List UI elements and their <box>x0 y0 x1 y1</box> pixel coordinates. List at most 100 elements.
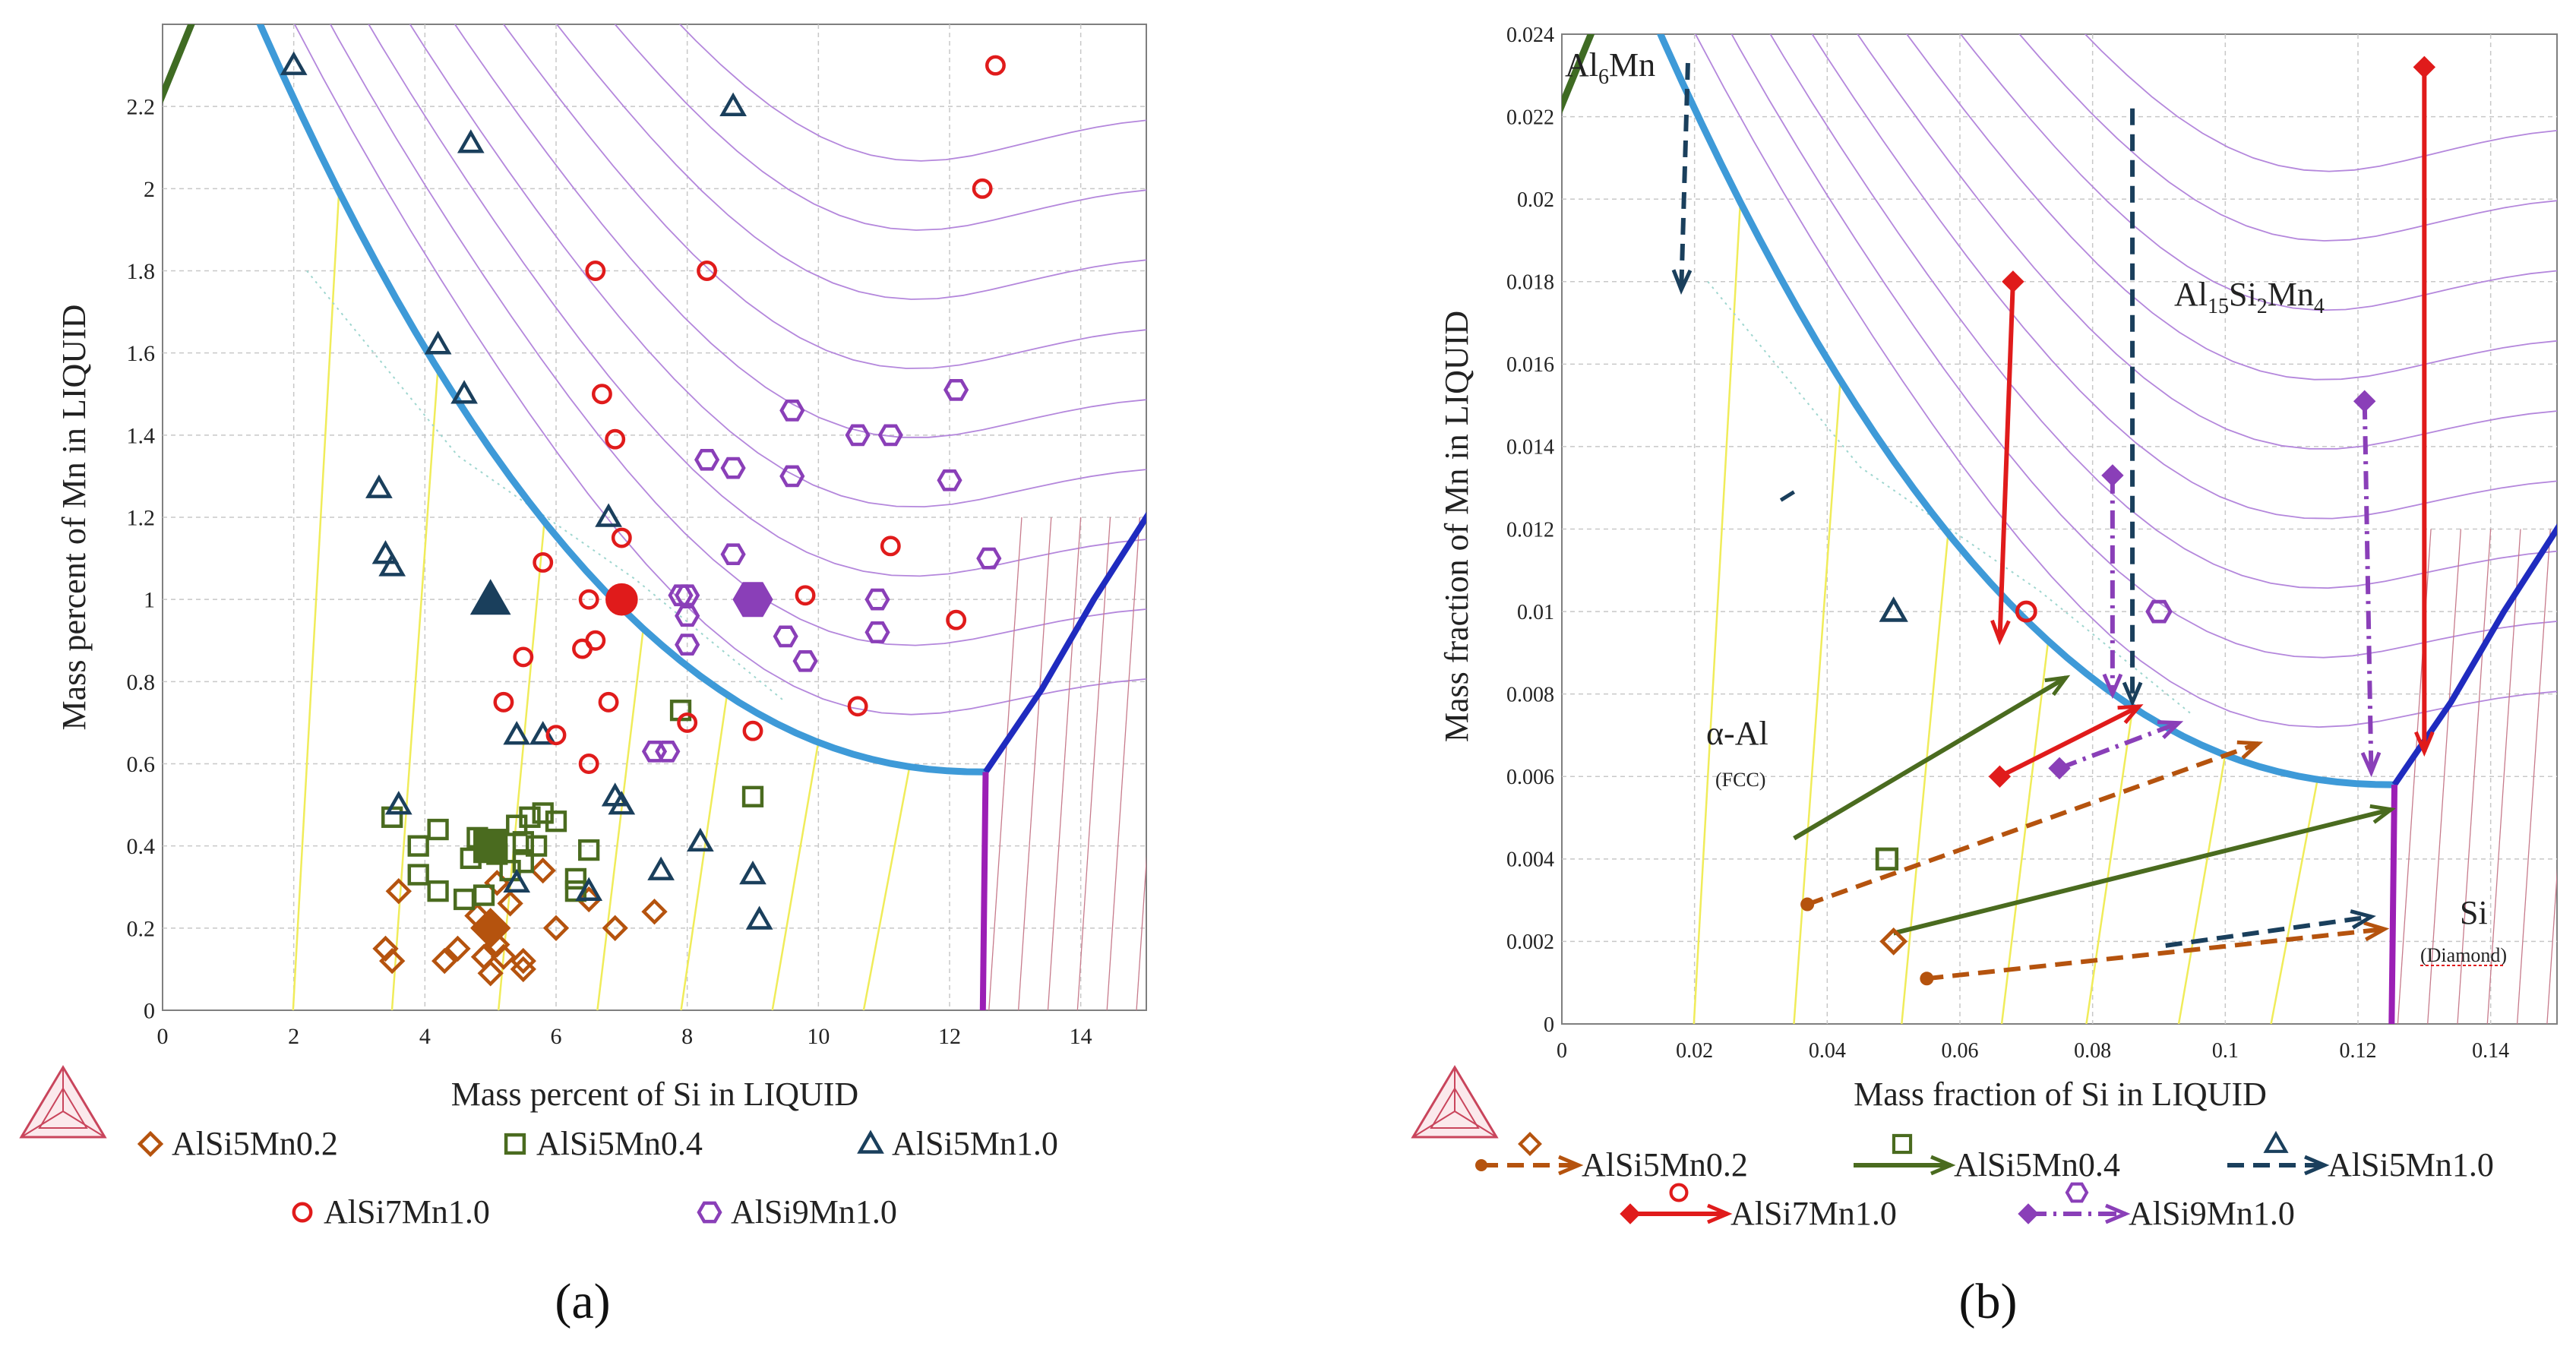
point-AlSi7Mn1.0 <box>985 55 1006 76</box>
si-tie-line <box>1076 517 1111 1010</box>
trajectory-AlSi5Mn0.4 <box>1892 807 2392 936</box>
point-AlSi9Mn1.0 <box>792 649 818 672</box>
point-AlSi7Mn1.0 <box>611 527 632 548</box>
x-tick-label: 0 <box>157 1024 169 1049</box>
y-tick-label: 1.8 <box>127 259 156 284</box>
point-AlSi7Mn1.0 <box>493 691 514 712</box>
point-AlSi5Mn0.4 <box>427 818 449 841</box>
y-ticks-a: 0 0.2 0.4 0.6 0.8 1 1.2 1.4 1.6 1.8 2 2.2 <box>127 95 156 1024</box>
x-axis-label-b: Mass fraction of Si in LIQUID <box>1854 1076 2267 1113</box>
point-AlSi5Mn0.4 <box>407 864 429 886</box>
isopleth-line <box>1811 34 2557 520</box>
point-AlSi5Mn0.4 <box>1875 847 1899 870</box>
legend-arrowhead-AlSi5Mn0.4 <box>1930 1155 1956 1176</box>
legend-arrowhead-AlSi9Mn1.0 <box>2105 1203 2131 1224</box>
arrowhead-AlSi7Mn1.0 <box>1990 619 2011 646</box>
x-ticks-a: 0 2 4 6 8 10 12 14 <box>157 1024 1092 1049</box>
mean-point-AlSi7Mn1.0 <box>605 583 638 616</box>
y-tick-label: 1.4 <box>127 423 156 448</box>
legend-marker-AlSi9Mn1.0 <box>697 1201 722 1224</box>
mean-point-AlSi5Mn0.2 <box>469 908 511 949</box>
tie-line <box>2085 706 2134 1024</box>
arrowhead-AlSi5Mn0.2 <box>2363 921 2390 942</box>
x-tick-label: 0.12 <box>2340 1039 2377 1063</box>
legend-arrowhead-AlSi5Mn0.2 <box>1558 1155 1584 1176</box>
si-tie-line <box>2427 529 2462 1024</box>
thermocalc-logo-icon <box>1411 1065 1499 1139</box>
legend-label: AlSi5Mn0.2 <box>172 1125 338 1162</box>
point-AlSi5Mn0.4 <box>545 810 567 833</box>
legend-marker-AlSi7Mn1.0 <box>1669 1183 1689 1202</box>
panel-b: 0 0.02 0.04 0.06 0.08 0.1 0.12 0.14 0 0.002 0.004… <box>1438 24 2558 1329</box>
legend-marker-AlSi5Mn0.2 <box>137 1130 164 1158</box>
point-AlSi7Mn1.0 <box>578 589 599 610</box>
y-axis-label-a: Mass percent of Mn in LIQUID <box>55 305 93 731</box>
point-AlSi5Mn0.2 <box>477 960 504 987</box>
y-tick-label: 1.6 <box>127 341 156 366</box>
point-AlSi9Mn1.0 <box>675 605 700 627</box>
y-tick-label: 0.02 <box>1517 188 1554 212</box>
point-AlSi5Mn0.2 <box>510 956 536 983</box>
point-AlSi5Mn0.2 <box>542 915 570 941</box>
point-AlSi5Mn0.4 <box>578 839 600 861</box>
point-AlSi9Mn1.0 <box>641 740 668 763</box>
point-AlSi7Mn1.0 <box>946 609 967 630</box>
annotation-fcc: (FCC) <box>1715 769 1765 791</box>
isopleth-line <box>1769 34 2557 589</box>
y-tick-label: 0.024 <box>1506 24 1554 47</box>
si-tie-line <box>2457 529 2492 1024</box>
x-tick-label: 0.14 <box>2472 1039 2509 1063</box>
point-AlSi7Mn1.0 <box>677 712 698 733</box>
y-tick-label: 0.002 <box>1506 931 1554 954</box>
y-tick-label: 0.012 <box>1506 518 1554 542</box>
point-AlSi9Mn1.0 <box>694 448 720 471</box>
y-ticks-b: 0 0.002 0.004 0.006 0.008 0.01 0.012 0.014 0.016… <box>1506 24 1554 1037</box>
arrowhead-AlSi7Mn1.0 <box>2117 704 2144 725</box>
y-tick-label: 0 <box>1544 1013 1554 1037</box>
point-AlSi5Mn1.0 <box>647 856 675 880</box>
tie-line <box>596 628 645 1010</box>
point-AlSi5Mn1.0 <box>371 540 400 564</box>
x-tick-label: 2 <box>288 1024 299 1049</box>
metastable-line <box>1707 281 2193 716</box>
point-AlSi5Mn0.2 <box>385 878 412 905</box>
point-AlSi5Mn0.2 <box>497 890 523 917</box>
trajectory-AlSi9Mn1.0 <box>2058 720 2180 771</box>
point-AlSi5Mn1.0 <box>503 721 531 745</box>
point-AlSi5Mn1.0 <box>745 905 773 930</box>
point-AlSi7Mn1.0 <box>880 536 901 557</box>
arrowhead-AlSi5Mn1.0 <box>2350 909 2376 930</box>
x-tick-label: 0 <box>1557 1039 1567 1063</box>
point-AlSi7Mn1.0 <box>585 630 606 651</box>
point-AlSi5Mn1.0 <box>687 827 714 852</box>
y-axis-label-b: Mass fraction of Mn in LIQUID <box>1438 311 1475 742</box>
point-AlSi5Mn1.0 <box>450 380 478 404</box>
point-AlSi9Mn1.0 <box>976 547 1002 570</box>
y-tick-label: 0.018 <box>1506 271 1554 295</box>
arrowhead-AlSi5Mn0.2 <box>2236 740 2264 760</box>
y-tick-label: 0.8 <box>127 670 156 695</box>
isopleth-line <box>2084 34 2557 172</box>
legend-marker-AlSi5Mn1.0 <box>2263 1130 2289 1153</box>
arrowhead-AlSi7Mn1.0 <box>2413 731 2435 757</box>
point-AlSi9Mn1.0 <box>779 465 805 488</box>
isopleth-line <box>454 24 1146 438</box>
data-points-a <box>280 51 1006 987</box>
tie-line <box>1901 533 1949 1024</box>
y-tick-label: 0.6 <box>127 752 156 777</box>
point-AlSi7Mn1.0 <box>2015 600 2037 623</box>
point-AlSi5Mn0.4 <box>407 835 429 857</box>
legend-a: AlSi5Mn0.2 AlSi5Mn0.4 AlSi5Mn1.0 AlSi7Mn1.0… <box>137 1125 1058 1231</box>
annotation-alpha-al: α-Al <box>1706 715 1768 752</box>
tie-line <box>2177 754 2227 1024</box>
mean-point-AlSi5Mn1.0 <box>469 579 511 615</box>
annotation-si: Si <box>2460 894 2488 931</box>
start-diamond-AlSi7Mn1.0 <box>2002 270 2024 293</box>
point-AlSi9Mn1.0 <box>864 621 890 643</box>
point-AlSi5Mn0.4 <box>564 867 587 890</box>
panel-label-a: (a) <box>555 1274 610 1329</box>
start-diamond-AlSi7Mn1.0 <box>2413 55 2436 79</box>
point-AlSi5Mn1.0 <box>595 503 622 527</box>
legend-label: AlSi5Mn0.4 <box>1954 1146 2120 1183</box>
start-dot-AlSi5Mn0.2 <box>1800 897 1815 912</box>
